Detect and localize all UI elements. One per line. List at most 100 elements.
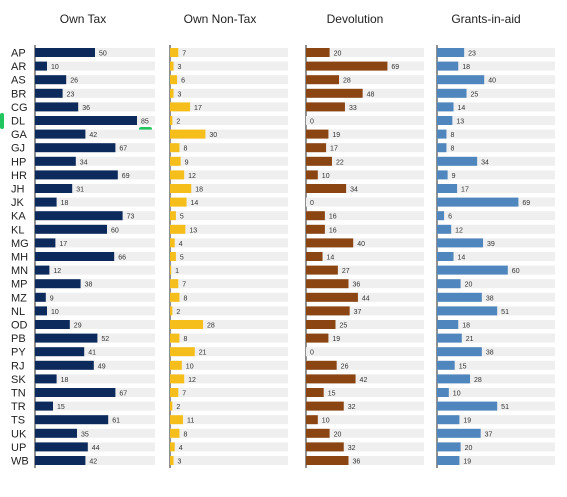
category-label: AP [11, 48, 26, 60]
bar-track [306, 428, 424, 438]
bar-track [35, 129, 155, 139]
bar-track [35, 265, 155, 275]
data-label: 36 [352, 282, 360, 289]
bar-track [437, 88, 555, 98]
bar-track [170, 401, 288, 411]
bar-track [170, 143, 288, 153]
bar-own-non-tax [170, 116, 173, 125]
data-label: 23 [67, 91, 75, 98]
bar-track [306, 170, 424, 180]
data-label: 9 [452, 173, 456, 180]
bar-own-tax [35, 374, 57, 384]
bar-own-tax [35, 197, 57, 207]
bar-grants-in-aid [437, 333, 462, 343]
data-label: 18 [462, 64, 470, 71]
data-label: 27 [342, 268, 350, 275]
data-label: 14 [191, 200, 199, 207]
data-label: 50 [99, 51, 107, 58]
bar-own-tax [35, 75, 67, 85]
bar-track [35, 279, 155, 289]
bar-grants-in-aid [437, 48, 465, 57]
data-label: 38 [486, 295, 494, 302]
bar-grants-in-aid [437, 347, 482, 357]
bar-own-non-tax [170, 252, 176, 261]
bar-track [306, 347, 424, 357]
bar-track [170, 102, 288, 112]
bar-grants-in-aid [437, 197, 519, 207]
data-label: 10 [51, 64, 59, 71]
category-label: KA [11, 211, 26, 223]
data-label: 32 [348, 404, 356, 411]
data-label: 51 [501, 309, 509, 316]
bar-own-non-tax [170, 347, 195, 357]
bar-own-non-tax [170, 102, 191, 112]
bar-track [306, 116, 424, 125]
bar-devolution [306, 401, 344, 411]
bar-devolution [306, 252, 323, 261]
bar-own-tax [35, 333, 98, 343]
bar-grants-in-aid [437, 292, 482, 302]
data-label: 10 [51, 309, 59, 316]
bar-own-tax [35, 143, 116, 153]
bar-own-tax [35, 102, 79, 112]
bar-track [170, 456, 288, 465]
bar-track [35, 156, 155, 166]
bar-grants-in-aid [437, 156, 478, 166]
bar-grants-in-aid [437, 360, 455, 370]
bar-track [306, 88, 424, 98]
data-label: 0 [310, 200, 314, 207]
bar-grants-in-aid [437, 388, 449, 397]
bar-devolution [306, 224, 325, 234]
bar-own-tax [35, 306, 47, 316]
bar-devolution [306, 374, 356, 384]
bar-grants-in-aid [437, 129, 447, 139]
category-label: SK [11, 374, 26, 386]
data-label: 19 [463, 459, 471, 466]
data-label: 38 [85, 282, 93, 289]
bar-own-non-tax [170, 61, 174, 71]
bar-own-non-tax [170, 401, 173, 411]
data-label: 10 [453, 391, 461, 398]
bar-own-non-tax [170, 292, 180, 302]
data-label: 35 [81, 431, 89, 438]
bar-track [35, 102, 155, 112]
data-label: 32 [348, 445, 356, 452]
bar-track [306, 129, 424, 139]
bar-own-tax [35, 211, 123, 221]
bar-own-tax [35, 61, 47, 71]
category-label: DL [11, 116, 25, 128]
data-label: 52 [101, 336, 109, 343]
category-label: MP [11, 279, 28, 291]
bar-grants-in-aid [437, 428, 481, 438]
data-label: 17 [59, 241, 67, 248]
data-label: 8 [183, 336, 187, 343]
data-label: 20 [334, 431, 342, 438]
bar-own-tax [35, 456, 86, 465]
bar-track [170, 428, 288, 438]
category-label: GJ [11, 143, 25, 155]
bar-track [170, 61, 288, 71]
data-label: 16 [329, 227, 337, 234]
data-label: 12 [455, 227, 463, 234]
bar-track [306, 279, 424, 289]
bar-track [306, 306, 424, 316]
data-label: 73 [127, 214, 135, 221]
bar-track [437, 347, 555, 357]
bar-own-non-tax [170, 320, 204, 329]
bar-devolution [306, 102, 345, 112]
bar-devolution [306, 143, 327, 153]
category-label: JK [11, 197, 25, 209]
bar-grants-in-aid [437, 143, 447, 153]
data-label: 67 [119, 146, 127, 153]
category-label: TN [11, 388, 26, 400]
bar-grants-in-aid [437, 116, 453, 125]
bar-track [170, 184, 288, 193]
bar-own-non-tax [170, 75, 178, 85]
bar-track [306, 415, 424, 425]
bar-track [437, 252, 555, 261]
data-label: 18 [61, 377, 69, 384]
bar-track [35, 320, 155, 329]
data-label: 7 [182, 51, 186, 58]
bar-devolution [306, 265, 338, 275]
